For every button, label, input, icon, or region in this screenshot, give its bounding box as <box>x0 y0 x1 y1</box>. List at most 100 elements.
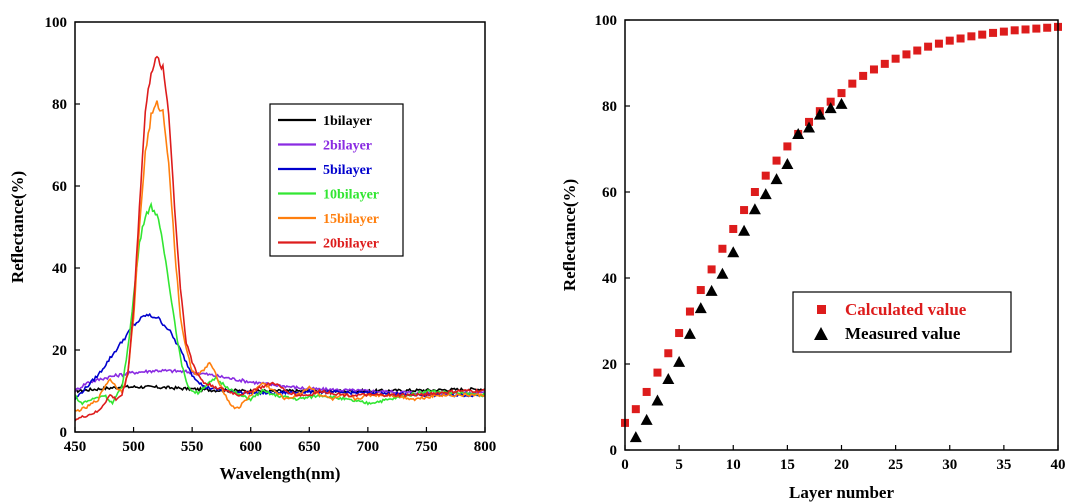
legend-box <box>792 291 1012 353</box>
measured-point <box>662 373 675 385</box>
calculated-point <box>902 50 911 59</box>
legend: 1bilayer 2bilayer 5bilayer 10bilayer 15bilay… <box>269 103 404 257</box>
measured-point <box>705 284 718 296</box>
measured-point <box>770 173 783 185</box>
legend-label: 2bilayer <box>323 139 372 154</box>
x-axis-label: Layer number <box>789 483 894 502</box>
x-axis-label: Wavelength(nm) <box>220 464 341 483</box>
legend-box <box>269 103 404 257</box>
legend-label: Calculated value <box>845 300 967 319</box>
y-tick-label: 40 <box>52 261 67 277</box>
calculated-point <box>1021 25 1030 34</box>
y-tick-label: 40 <box>602 271 617 287</box>
calculated-point <box>880 59 889 68</box>
x-tick-label: 800 <box>474 439 497 455</box>
spectrum-chart: 450 500 550 600 650 700 750 800 0 20 40 60 80 100 Wav… <box>8 15 496 483</box>
y-axis-label: Reflectance(%) <box>8 171 27 283</box>
calculated-point <box>1043 23 1052 32</box>
plot-frame <box>624 19 1059 451</box>
measured-point <box>738 224 751 236</box>
x-tick-label: 15 <box>780 457 795 473</box>
y-tick-label: 60 <box>52 179 67 195</box>
x-tick-label: 450 <box>64 439 87 455</box>
measured-point <box>683 327 696 339</box>
measured-point <box>781 158 794 170</box>
plot-frame <box>74 21 486 433</box>
x-tick-label: 30 <box>942 457 957 473</box>
y-tick-label: 80 <box>52 97 67 113</box>
legend-label: 1bilayer <box>323 114 372 129</box>
measured-point <box>748 203 761 215</box>
calculated-point <box>664 349 673 358</box>
x-tick-label: 650 <box>298 439 321 455</box>
calculated-point <box>891 54 900 63</box>
y-tick-label: 0 <box>60 425 68 441</box>
x-tick-label: 700 <box>357 439 380 455</box>
x-tick-label: 750 <box>415 439 438 455</box>
calculated-point <box>685 307 694 316</box>
y-tick-label: 60 <box>602 185 617 201</box>
series-line-1bilayer <box>74 383 486 395</box>
calculated-point <box>631 405 640 414</box>
measured-point <box>803 121 816 133</box>
calculated-point <box>707 265 716 274</box>
calculated-point <box>989 28 998 37</box>
calculated-point <box>1010 26 1019 35</box>
calculated-point <box>826 97 835 106</box>
legend-label: 5bilayer <box>323 163 372 178</box>
calculated-point <box>848 79 857 88</box>
x-tick-label: 10 <box>726 457 741 473</box>
y-tick-label: 80 <box>602 99 617 115</box>
measured-point <box>716 267 729 279</box>
legend-label: 10bilayer <box>323 188 379 203</box>
calculated-point <box>642 387 651 396</box>
measured-point <box>824 102 837 114</box>
calculated-point <box>945 36 954 45</box>
series-layer <box>621 22 1062 443</box>
y-tick-label: 100 <box>45 15 68 31</box>
calculated-point <box>978 30 987 39</box>
calculated-point <box>761 171 770 180</box>
y-tick-label: 100 <box>595 13 618 29</box>
calculated-point <box>783 142 792 151</box>
x-tick-label: 20 <box>834 457 849 473</box>
measured-point <box>629 431 642 443</box>
measured-point <box>673 355 686 367</box>
calculated-point <box>729 224 738 233</box>
legend-label: Measured value <box>845 324 961 343</box>
calculated-point <box>1032 24 1041 33</box>
calculated-point <box>837 89 846 98</box>
calculated-point <box>869 65 878 74</box>
x-tick-label: 0 <box>621 457 629 473</box>
y-tick-label: 20 <box>602 357 617 373</box>
x-tick-label: 500 <box>122 439 145 455</box>
measured-point <box>835 97 848 109</box>
legend-label: 15bilayer <box>323 212 379 227</box>
calculated-point <box>750 188 759 196</box>
legend-swatch <box>814 327 828 340</box>
calculated-point <box>924 42 933 51</box>
measured-point <box>727 246 740 258</box>
x-tick-label: 25 <box>888 457 903 473</box>
x-tick-label: 550 <box>181 439 204 455</box>
x-tick-label: 35 <box>996 457 1011 473</box>
measured-point <box>813 108 826 120</box>
calculated-point <box>967 32 976 41</box>
measured-point <box>651 394 664 406</box>
measured-point <box>759 188 772 200</box>
measured-point <box>694 302 707 314</box>
calculated-point <box>675 329 684 338</box>
calculated-point <box>999 27 1008 36</box>
measured-point <box>640 413 653 425</box>
layer-chart: 0 5 10 15 20 25 30 35 40 0 20 40 60 80 100 Layer numbe… <box>560 13 1066 502</box>
y-axis-label: Reflectance(%) <box>560 179 579 291</box>
y-tick-label: 20 <box>52 343 67 359</box>
calculated-point <box>859 71 868 80</box>
x-tick-label: 40 <box>1051 457 1066 473</box>
calculated-point <box>718 244 727 253</box>
calculated-point <box>913 46 922 55</box>
calculated-point <box>740 206 749 215</box>
x-tick-label: 5 <box>675 457 683 473</box>
legend-label: 20bilayer <box>323 237 379 252</box>
